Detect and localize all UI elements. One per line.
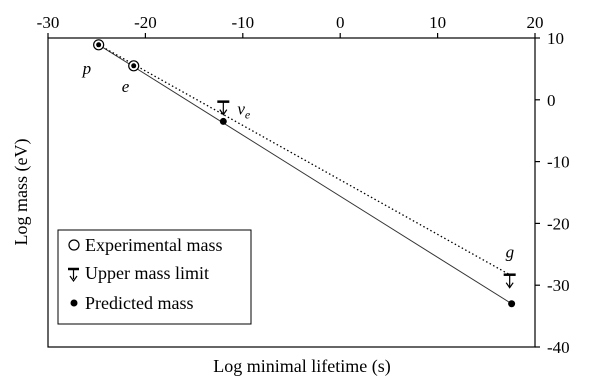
y-tick-label: 0 [547,91,556,110]
solid-trend-line [98,44,512,305]
y-tick-label: -30 [547,276,570,295]
upper-limit-marker [217,100,230,116]
point-label: p [82,59,92,78]
legend-box [57,229,252,325]
point-label: e [122,77,130,96]
point-labels: p e ve g [82,59,515,262]
predicted-point [96,42,102,48]
predicted-point [508,300,516,308]
predicted-point [219,117,227,125]
legend-label-upper-limit: Upper mass limit [85,263,209,283]
predicted-point [131,63,137,69]
x-axis-title: Log minimal lifetime (s) [213,356,390,377]
plot-frame [47,37,536,348]
x-tick-label: -10 [231,13,254,32]
legend: Experimental mass Upper mass limit Predi… [57,229,252,325]
point-label: g [506,243,515,262]
legend-label-experimental: Experimental mass [85,235,222,255]
y-tick-label: -20 [547,214,570,233]
legend-filled-circle-icon [70,299,78,307]
y-tick-label: 10 [547,29,564,48]
legend-label-predicted: Predicted mass [85,293,193,313]
dotted-trend-line [98,44,510,276]
x-tick-label: 10 [429,13,446,32]
x-tick-label: -30 [37,13,60,32]
upper-limit-marker [503,273,516,289]
y-axis-ticks: 10 0 -10 -20 -30 -40 [535,29,570,357]
x-axis-ticks: -30 -20 -10 0 10 20 [37,13,544,38]
x-tick-label: 0 [336,13,345,32]
trend-lines [98,44,512,305]
data-points [93,39,516,308]
y-tick-label: -10 [547,153,570,172]
y-axis-title: Log mass (eV) [11,139,32,246]
y-tick-label: -40 [547,338,570,357]
point-label: ve [237,100,251,122]
x-tick-label: -20 [134,13,157,32]
x-tick-label: 20 [527,13,544,32]
legend-open-circle-icon [68,239,80,251]
legend-upper-limit-icon [68,267,79,283]
upper-limit-markers [217,100,516,289]
